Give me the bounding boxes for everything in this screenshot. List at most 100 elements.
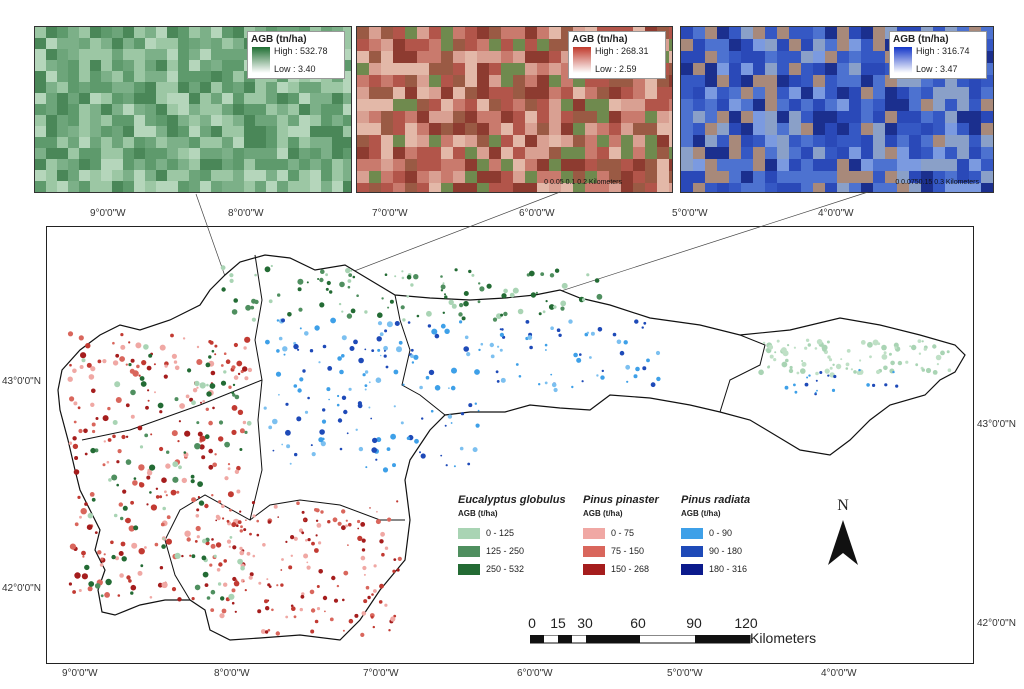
plot-point [815, 379, 818, 382]
raster-cell [741, 147, 753, 159]
plot-point [228, 385, 232, 389]
plot-point [314, 325, 320, 331]
raster-cell [657, 171, 669, 183]
raster-cell [288, 93, 299, 104]
plot-point [121, 434, 126, 440]
plot-point [69, 363, 72, 367]
raster-cell [381, 63, 393, 75]
plot-point [529, 345, 533, 350]
plot-point [333, 598, 339, 603]
plot-point [314, 548, 319, 553]
plot-point [278, 393, 280, 396]
plot-point [553, 305, 557, 309]
raster-cell [585, 99, 597, 111]
plot-point [586, 331, 590, 334]
plot-point [299, 607, 303, 612]
raster-cell [765, 159, 777, 171]
raster-cell [873, 183, 885, 192]
raster-cell [189, 82, 200, 93]
raster-cell [969, 99, 981, 111]
raster-cell [477, 111, 489, 123]
raster-cell [513, 147, 525, 159]
raster-cell [233, 27, 244, 38]
raster-cell [200, 49, 211, 60]
plot-point [197, 431, 203, 437]
raster-cell [453, 87, 465, 99]
raster-cell [222, 115, 233, 126]
plot-point [236, 524, 239, 527]
plot-point [149, 491, 152, 494]
raster-cell [501, 51, 513, 63]
raster-cell [777, 183, 789, 192]
plot-point [178, 420, 181, 423]
plot-point [130, 584, 137, 591]
legend-class-label: 180 - 316 [709, 564, 748, 574]
raster-cell [369, 147, 381, 159]
plot-point [300, 594, 305, 599]
plot-point [132, 480, 138, 486]
raster-cell [343, 104, 351, 115]
plot-point [119, 573, 124, 578]
raster-cell [393, 123, 405, 135]
raster-cell [825, 75, 837, 87]
lat-label-right: 42°0'0"N [977, 618, 1016, 629]
plot-point [176, 490, 180, 494]
plot-point [372, 625, 375, 629]
raster-cell [633, 171, 645, 183]
raster-cell [156, 93, 167, 104]
plot-point [256, 533, 260, 537]
plot-point [78, 428, 83, 434]
plot-point [897, 360, 903, 366]
raster-cell [189, 181, 200, 192]
raster-cell [35, 159, 46, 170]
raster-cell [79, 38, 90, 49]
plot-point [451, 303, 457, 309]
plot-point [153, 363, 156, 366]
plot-point [146, 475, 151, 480]
plot-point [324, 610, 326, 613]
plot-point [135, 342, 142, 349]
raster-cell [765, 135, 777, 147]
plot-point [831, 388, 836, 392]
raster-cell [57, 27, 68, 38]
raster-cell [200, 104, 211, 115]
plot-point [265, 339, 270, 345]
plot-point [540, 272, 545, 276]
plot-point [915, 363, 919, 367]
plot-point [535, 291, 539, 294]
plot-point [95, 417, 99, 420]
plot-point [225, 359, 231, 365]
plot-point [309, 349, 314, 353]
raster-cell [777, 63, 789, 75]
raster-cell [112, 137, 123, 148]
raster-cell [477, 51, 489, 63]
plot-point [327, 366, 333, 371]
raster-cell [561, 159, 573, 171]
plot-point [277, 516, 280, 518]
plot-point [877, 342, 881, 346]
raster-cell [381, 75, 393, 87]
plot-point [205, 362, 211, 368]
plot-point [808, 374, 811, 377]
plot-point [147, 389, 150, 392]
raster-cell [765, 51, 777, 63]
plot-point [343, 570, 349, 576]
plot-point [297, 348, 300, 351]
inset-pinaster: AGB (tn/ha) High : 268.31 Low : 2.59 0 0… [356, 26, 673, 193]
plot-point [297, 388, 302, 393]
raster-cell [417, 99, 429, 111]
raster-cell [156, 126, 167, 137]
plot-point [221, 504, 225, 509]
raster-cell [477, 39, 489, 51]
plot-point [589, 356, 592, 359]
plot-point [352, 275, 356, 279]
raster-cell [465, 171, 477, 183]
plot-point [184, 530, 191, 537]
plot-point [223, 352, 227, 356]
raster-cell [255, 104, 266, 115]
plot-point [379, 332, 384, 337]
plot-point [316, 607, 321, 611]
plot-point [365, 466, 368, 469]
inset-eucalyptus: AGB (tn/ha) High : 532.78 Low : 3.40 [34, 26, 352, 193]
raster-cell [777, 135, 789, 147]
